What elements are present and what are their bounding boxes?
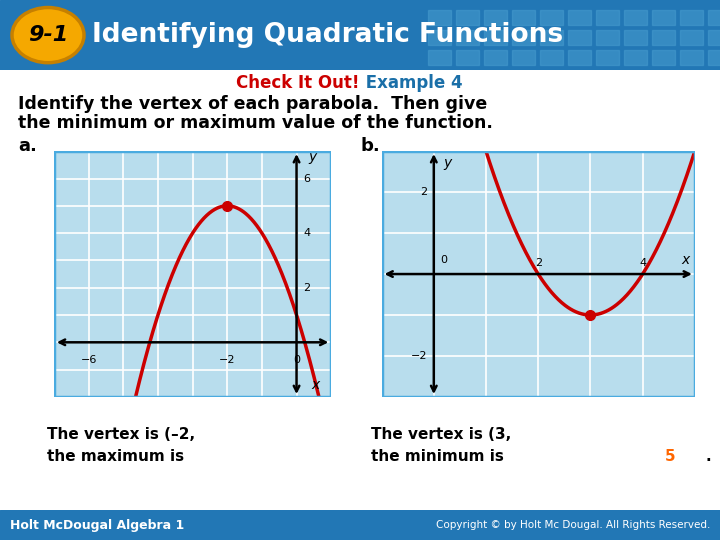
Bar <box>708 30 720 45</box>
Text: x: x <box>681 253 690 267</box>
Text: y: y <box>444 156 451 170</box>
Bar <box>540 50 563 65</box>
Text: 9-1: 9-1 <box>28 25 68 45</box>
Text: −2: −2 <box>411 351 428 361</box>
Bar <box>484 30 507 45</box>
Bar <box>708 10 720 25</box>
Bar <box>624 10 647 25</box>
Bar <box>512 10 535 25</box>
Text: the maximum is: the maximum is <box>47 449 189 464</box>
Bar <box>540 30 563 45</box>
Ellipse shape <box>12 8 84 63</box>
Bar <box>624 50 647 65</box>
Bar <box>568 10 591 25</box>
Text: Holt McDougal Algebra 1: Holt McDougal Algebra 1 <box>10 518 184 532</box>
Text: Copyright © by Holt Mc Dougal. All Rights Reserved.: Copyright © by Holt Mc Dougal. All Right… <box>436 520 710 530</box>
Text: Identify the vertex of each parabola.  Then give: Identify the vertex of each parabola. Th… <box>18 95 487 113</box>
Text: 4: 4 <box>639 258 646 268</box>
Bar <box>652 10 675 25</box>
Text: The vertex is (3,: The vertex is (3, <box>371 427 516 442</box>
Bar <box>568 30 591 45</box>
Text: 4: 4 <box>304 228 310 238</box>
Text: the minimum or maximum value of the function.: the minimum or maximum value of the func… <box>18 113 493 132</box>
Text: −6: −6 <box>81 355 96 365</box>
Bar <box>596 50 619 65</box>
Text: y: y <box>308 150 316 164</box>
Text: 6: 6 <box>304 173 310 184</box>
Bar <box>484 10 507 25</box>
Text: 5: 5 <box>665 449 675 464</box>
Bar <box>624 30 647 45</box>
Bar <box>680 10 703 25</box>
Text: Identifying Quadratic Functions: Identifying Quadratic Functions <box>92 22 563 48</box>
Text: 2: 2 <box>420 187 428 197</box>
Bar <box>456 30 479 45</box>
Bar <box>428 50 451 65</box>
Bar <box>680 30 703 45</box>
Bar <box>456 10 479 25</box>
Bar <box>680 50 703 65</box>
Text: Check It Out!: Check It Out! <box>236 73 360 92</box>
Bar <box>428 10 451 25</box>
Bar <box>596 30 619 45</box>
Text: the minimum is: the minimum is <box>371 449 509 464</box>
Bar <box>652 50 675 65</box>
Bar <box>484 50 507 65</box>
Bar <box>428 30 451 45</box>
Text: 2: 2 <box>535 258 541 268</box>
Bar <box>512 30 535 45</box>
Text: x: x <box>312 377 320 392</box>
Text: The vertex is (–2,: The vertex is (–2, <box>47 427 200 442</box>
Text: Example 4: Example 4 <box>360 73 463 92</box>
Bar <box>708 50 720 65</box>
Bar <box>568 50 591 65</box>
Bar <box>540 10 563 25</box>
Text: −2: −2 <box>219 355 235 365</box>
Bar <box>596 10 619 25</box>
Bar <box>456 50 479 65</box>
Bar <box>652 30 675 45</box>
Text: a.: a. <box>18 137 37 155</box>
Bar <box>512 50 535 65</box>
Text: 2: 2 <box>304 283 310 293</box>
Text: .: . <box>706 449 711 464</box>
Text: 0: 0 <box>440 255 447 265</box>
Text: b.: b. <box>360 137 379 155</box>
Text: 0: 0 <box>293 355 300 365</box>
